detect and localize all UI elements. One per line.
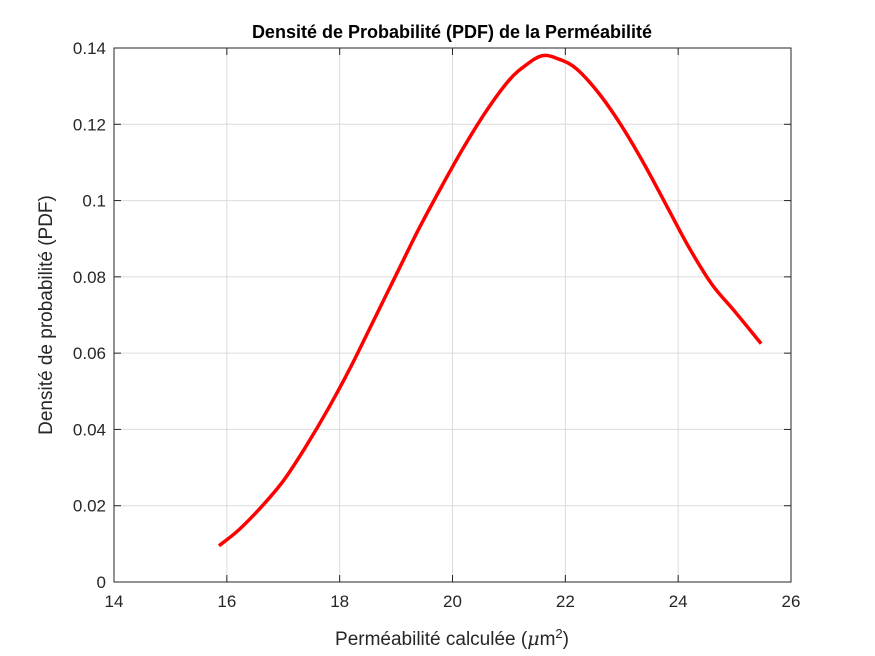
x-axis-label-suffix: ) [563, 629, 569, 650]
x-tick-label: 18 [330, 592, 349, 611]
x-tick-label: 22 [556, 592, 575, 611]
y-tick-label: 0.14 [73, 39, 106, 58]
grid-lines [113, 47, 792, 583]
y-tick-label: 0.08 [73, 268, 106, 287]
series-layer [217, 53, 763, 548]
x-axis-label-prefix: Perméabilité calculée ( [335, 629, 528, 650]
x-tick-label: 20 [443, 592, 462, 611]
y-tick-label: 0.04 [73, 420, 106, 439]
x-tick-label: 16 [217, 592, 236, 611]
pdf-series-line [217, 53, 763, 548]
x-tick-label: 26 [782, 592, 801, 611]
ticks: 14 16 18 20 22 24 26 0 0.02 0.04 0.06 0.08 0.1 0.12 0.… [73, 39, 801, 611]
y-tick-label: 0.06 [73, 344, 106, 363]
y-tick-label: 0 [97, 573, 106, 592]
x-axis-label-unit: m [540, 629, 556, 650]
y-tick-label: 0.12 [73, 115, 106, 134]
x-axis-label: Perméabilité calculée (μm2) [335, 626, 569, 651]
chart-title: Densité de Probabilité (PDF) de la Permé… [252, 22, 652, 42]
x-tick-label: 14 [105, 592, 124, 611]
y-axis-label: Densité de probabilité (PDF) [36, 195, 57, 435]
y-tick-label: 0.1 [82, 192, 106, 211]
y-tick-label: 0.02 [73, 497, 106, 516]
x-axis-label-mu: μ [527, 628, 539, 650]
x-tick-label: 24 [669, 592, 688, 611]
x-axis-label-exp: 2 [555, 626, 562, 641]
